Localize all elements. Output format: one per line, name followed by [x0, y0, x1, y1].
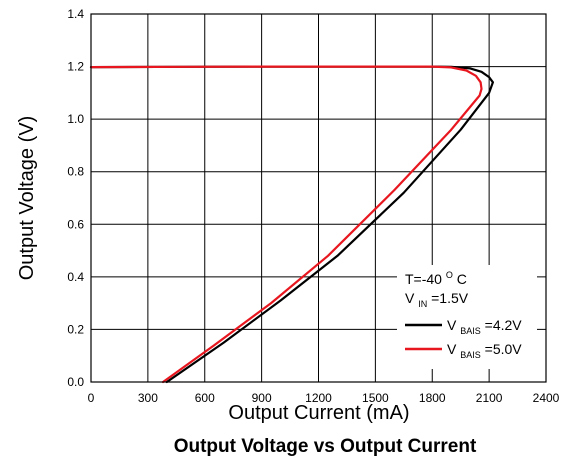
y-tick-label: 1.0 — [67, 112, 84, 126]
y-tick-label: 0.6 — [67, 217, 84, 231]
temperature-prefix: T=-40 — [405, 271, 442, 287]
y-tick-labels: 0.0 0.2 0.4 0.6 0.8 1.0 1.2 1.4 — [67, 7, 84, 389]
vin-value: =1.5V — [431, 290, 469, 306]
legend-label-4v2-value: =4.2V — [485, 317, 523, 333]
x-tick-labels: 0 300 600 900 1200 1500 1800 2100 2400 — [88, 391, 560, 405]
y-tick-label: 1.4 — [67, 7, 84, 21]
series-line-vbais-5v0 — [89, 65, 483, 384]
legend-label-5v0: V BAIS =5.0V — [447, 341, 522, 361]
temperature-annotation: T=-40 O C — [405, 265, 467, 287]
vin-annotation: V IN =1.5V — [405, 290, 469, 310]
legend-label-5v0-main: V — [447, 341, 457, 357]
legend-label-5v0-sub: BAIS — [460, 350, 481, 360]
x-tick-label: 0 — [88, 391, 95, 405]
chart-title: Output Voltage vs Output Current — [174, 436, 477, 457]
legend-box — [397, 265, 537, 369]
legend-label-4v2-sub: BAIS — [460, 326, 481, 336]
plot-frame — [90, 13, 547, 383]
legend-label-5v0-value: =5.0V — [485, 341, 523, 357]
temperature-unit: C — [457, 271, 467, 287]
vin-main: V — [405, 290, 415, 306]
y-tick-label: 0.2 — [67, 322, 84, 336]
x-tick-label: 2100 — [476, 391, 503, 405]
y-tick-label: 0.0 — [67, 375, 84, 389]
x-axis-title: Output Current (mA) — [228, 402, 409, 424]
y-tick-label: 0.8 — [67, 165, 84, 179]
x-tick-label: 2400 — [533, 391, 560, 405]
legend-label-4v2-main: V — [447, 317, 457, 333]
degree-symbol: O — [446, 270, 453, 280]
x-tick-label: 1500 — [362, 391, 389, 405]
x-tick-label: 900 — [252, 391, 272, 405]
y-axis-title: Output Voltage (V) — [16, 116, 38, 281]
legend: T=-40 O C V IN =1.5V V BAIS =4.2V V BAIS… — [397, 265, 537, 369]
series-layer — [89, 65, 494, 384]
y-tick-label: 1.2 — [67, 60, 84, 74]
x-tick-label: 1200 — [305, 391, 332, 405]
x-tick-label: 1800 — [419, 391, 446, 405]
vin-sub: IN — [418, 299, 427, 309]
legend-label-4v2: V BAIS =4.2V — [447, 317, 522, 337]
y-tick-label: 0.4 — [67, 270, 84, 284]
x-tick-label: 300 — [138, 391, 158, 405]
x-tick-label: 600 — [195, 391, 215, 405]
